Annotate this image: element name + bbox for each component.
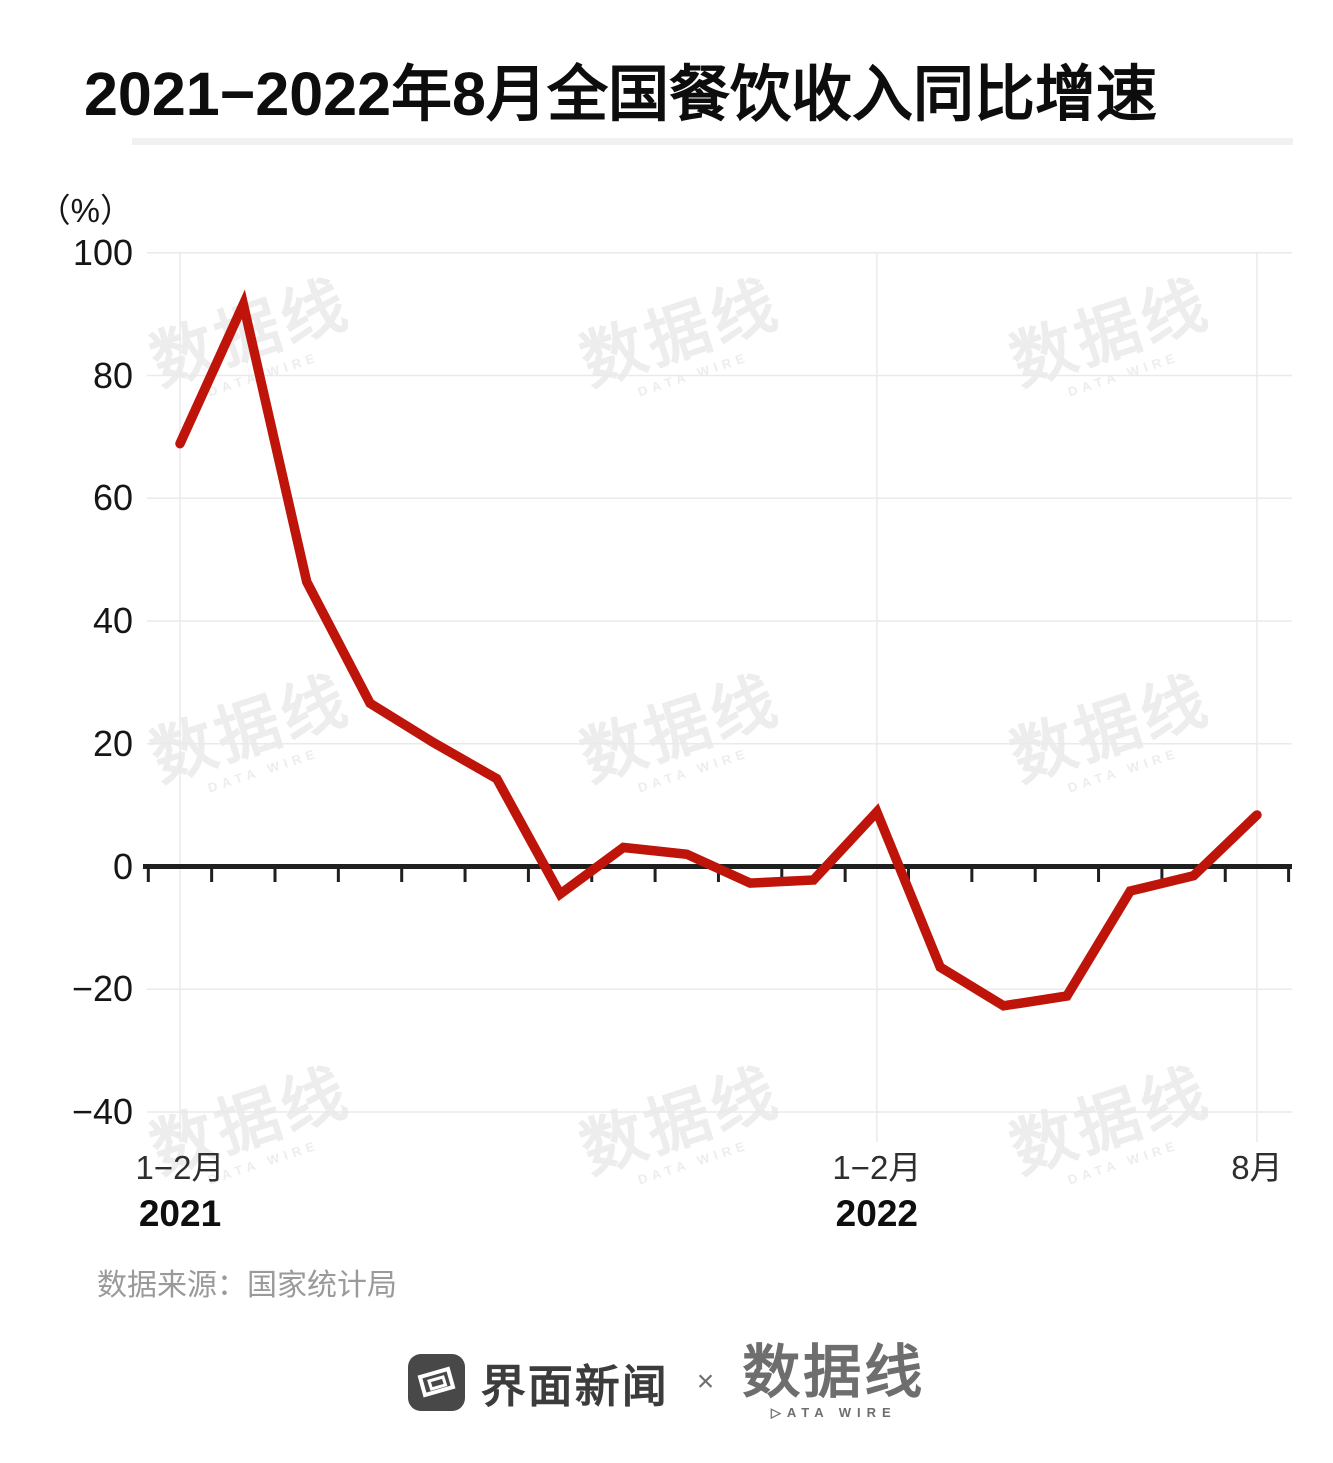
x-month-label: 1−2月 — [135, 1149, 225, 1186]
x-month-label: 1−2月 — [832, 1149, 922, 1186]
chart-title: 2021−2022年8月全国餐饮收入同比增速 — [84, 60, 1157, 128]
title-divider — [132, 138, 1293, 145]
data-wire-en-label: ▷ATA WIRE — [770, 1404, 897, 1420]
jiemian-label: 界面新闻 — [480, 1360, 669, 1412]
x-year-label: 2022 — [835, 1193, 918, 1234]
x-axis-label: 8月 — [1231, 1150, 1282, 1186]
y-tick-label: 0 — [112, 845, 133, 887]
y-tick-label: 20 — [92, 722, 133, 764]
y-tick-label: 80 — [92, 354, 133, 396]
jiemian-news-logo: 界面新闻 — [407, 1350, 669, 1415]
footer-brandbar: 界面新闻 × 数据线 ▷ATA WIRE — [0, 1332, 1333, 1432]
data-wire-logo: 数据线 ▷ATA WIRE — [742, 1339, 926, 1421]
source-note: 数据来源：国家统计局 — [97, 1269, 397, 1302]
y-tick-label: 40 — [92, 600, 133, 641]
y-tick-label: −20 — [71, 968, 133, 1010]
data-wire-cn-label: 数据线 — [742, 1339, 926, 1405]
y-tick-label: 100 — [72, 231, 133, 273]
y-tick-label: 60 — [92, 477, 133, 519]
y-tick-label: −40 — [71, 1091, 133, 1132]
x-axis-label: 1−2月 2022 — [832, 1150, 921, 1234]
revenue-growth-line — [175, 289, 1262, 1011]
x-month-label: 8月 — [1231, 1149, 1283, 1186]
jiemian-flag-icon — [407, 1353, 465, 1411]
y-axis-unit-label: （%） — [37, 192, 133, 229]
x-axis-label: 1−2月 2021 — [136, 1150, 225, 1234]
x-year-label: 2021 — [138, 1193, 222, 1234]
multiply-sign: × — [696, 1365, 715, 1398]
